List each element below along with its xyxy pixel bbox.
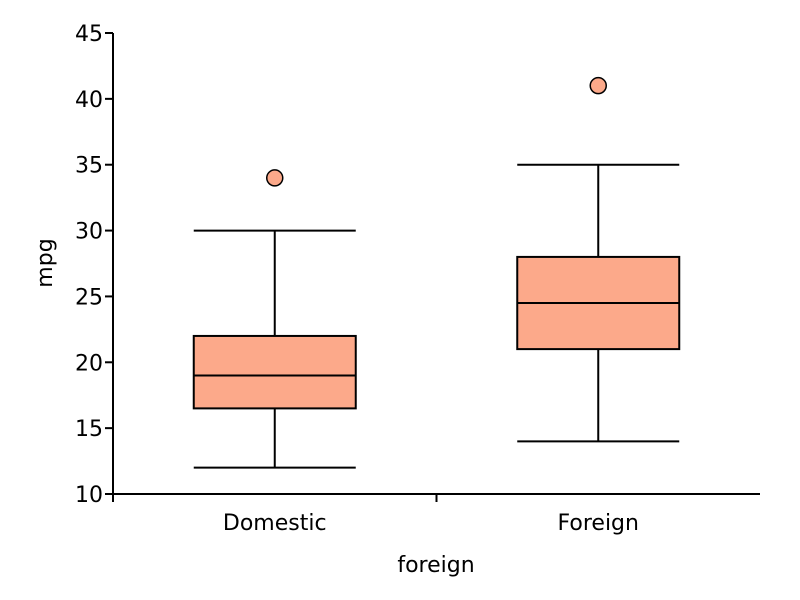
iqr-box <box>192 334 357 410</box>
y-tick-label: 20 <box>75 351 103 376</box>
outlier-point <box>266 169 284 187</box>
outlier-point <box>589 76 607 95</box>
box-group-foreign <box>516 76 681 443</box>
x-axis-title: foreign <box>397 553 474 578</box>
boxes-layer <box>192 76 681 469</box>
axes-layer: 10 15 20 25 30 35 40 45 Domestic Foreign <box>75 22 760 536</box>
y-tick-label: 25 <box>75 285 103 310</box>
x-tick-label: Domestic <box>223 511 327 536</box>
y-tick-label: 30 <box>75 220 103 245</box>
y-tick-label: 15 <box>75 417 103 442</box>
y-tick-label: 10 <box>75 483 103 508</box>
y-axis-title: mpg <box>33 238 58 287</box>
y-tick-label: 45 <box>75 22 103 47</box>
y-tick-label: 40 <box>75 88 103 113</box>
y-tick-label: 35 <box>75 154 103 179</box>
box-group-domestic <box>192 169 357 469</box>
x-tick-label: Foreign <box>558 511 639 536</box>
